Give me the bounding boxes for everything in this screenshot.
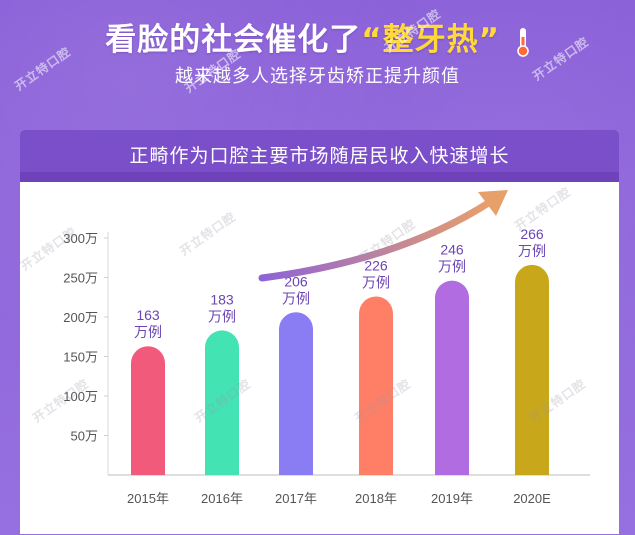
data-label-unit: 万例	[362, 275, 390, 291]
x-tick-label: 2017年	[275, 491, 317, 506]
data-label-value: 163	[136, 307, 160, 323]
trend-arrow	[258, 198, 494, 282]
bar-2018年	[359, 296, 393, 475]
headline: 看脸的社会催化了“整牙热”	[0, 14, 635, 59]
subheadline: 越来越多人选择牙齿矫正提升颜值	[175, 66, 460, 87]
y-tick-label: 50万	[71, 429, 98, 444]
data-label-value: 266	[520, 226, 544, 242]
x-tick-label: 2015年	[127, 491, 169, 506]
bar-2019年	[435, 280, 469, 475]
chart-card: 正畸作为口腔主要市场随居民收入快速增长 50万 100万 150万 200万 250万 3…	[20, 130, 619, 534]
thermometer-icon	[517, 27, 529, 57]
x-tick-label: 2018年	[355, 491, 397, 506]
data-label-value: 246	[440, 242, 464, 258]
x-tick-label: 2019年	[431, 491, 473, 506]
y-tick-label: 100万	[63, 389, 98, 404]
y-tick-label: 250万	[63, 271, 98, 286]
data-label-unit: 万例	[282, 291, 310, 307]
data-label-unit: 万例	[438, 260, 466, 276]
x-tick-label: 2016年	[201, 491, 243, 506]
data-label-unit: 万例	[208, 309, 236, 325]
data-label-unit: 万例	[518, 244, 546, 260]
data-label-unit: 万例	[134, 325, 162, 341]
bar-2020E	[515, 264, 549, 475]
chart-title: 正畸作为口腔主要市场随居民收入快速增长	[20, 130, 619, 182]
headline-text: 看脸的社会催化了	[105, 22, 362, 58]
x-tick-label: 2020E	[513, 491, 551, 506]
bar-2015年	[131, 346, 165, 475]
bar-2017年	[279, 312, 313, 475]
bar-chart: 50万 100万 150万 200万 250万 300万 163 万例 2015年 183 万例 20…	[63, 190, 590, 506]
trend-arrow-head	[478, 190, 508, 216]
data-label-value: 183	[210, 291, 234, 307]
headline-highlight: “整牙热”	[361, 22, 500, 58]
y-tick-label: 150万	[63, 350, 98, 365]
y-tick-label: 300万	[63, 231, 98, 246]
data-label-value: 226	[364, 257, 388, 273]
y-tick-label: 200万	[63, 310, 98, 325]
bar-2016年	[205, 330, 239, 475]
